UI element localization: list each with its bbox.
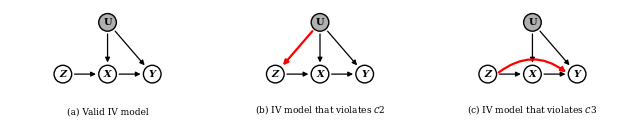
Text: U: U xyxy=(528,18,537,27)
Circle shape xyxy=(99,14,116,31)
Text: Y: Y xyxy=(148,70,156,79)
Circle shape xyxy=(568,65,586,83)
Circle shape xyxy=(524,14,541,31)
Text: X: X xyxy=(104,70,111,79)
Text: U: U xyxy=(103,18,112,27)
Text: X: X xyxy=(316,70,324,79)
Text: Z: Z xyxy=(60,70,67,79)
Circle shape xyxy=(356,65,374,83)
Text: (a) Valid IV model: (a) Valid IV model xyxy=(67,107,148,116)
Circle shape xyxy=(54,65,72,83)
Text: Y: Y xyxy=(361,70,368,79)
Circle shape xyxy=(524,65,541,83)
Text: U: U xyxy=(316,18,324,27)
Text: Y: Y xyxy=(573,70,580,79)
Circle shape xyxy=(99,65,116,83)
Circle shape xyxy=(311,65,329,83)
Circle shape xyxy=(311,14,329,31)
Text: (b) IV model that violates $\mathcal{C}$2: (b) IV model that violates $\mathcal{C}$… xyxy=(255,104,385,116)
Circle shape xyxy=(266,65,284,83)
Text: X: X xyxy=(529,70,536,79)
Circle shape xyxy=(143,65,161,83)
Circle shape xyxy=(479,65,497,83)
Text: (c) IV model that violates $\mathcal{C}$3: (c) IV model that violates $\mathcal{C}$… xyxy=(467,104,598,116)
Text: Z: Z xyxy=(484,70,492,79)
Text: Z: Z xyxy=(272,70,279,79)
